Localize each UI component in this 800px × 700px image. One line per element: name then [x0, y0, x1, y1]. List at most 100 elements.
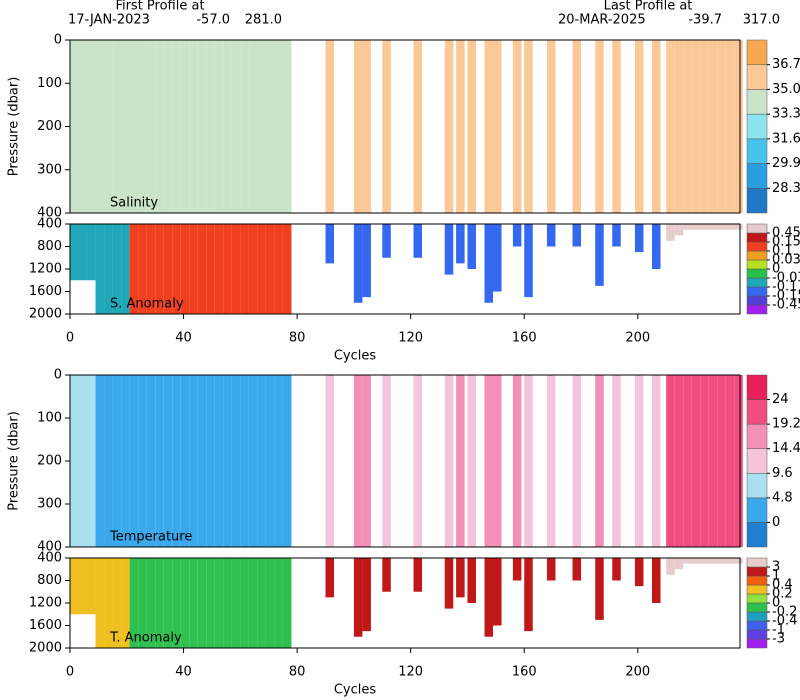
- profile-column: [353, 375, 363, 547]
- x-tick-label: 0: [66, 665, 74, 680]
- anomaly-column: [138, 558, 147, 648]
- anomaly-column: [612, 558, 621, 581]
- profile-column: [87, 40, 96, 213]
- x-tick-label: 200: [625, 665, 650, 680]
- anomaly-column: [382, 558, 391, 592]
- profile-column: [725, 375, 735, 547]
- profile-column: [717, 40, 726, 213]
- profile-column: [725, 40, 735, 213]
- profile-column: [248, 375, 258, 547]
- anomaly-column: [325, 558, 335, 598]
- colorbar-box: [746, 620, 768, 631]
- colorbar-label: -0.15: [772, 289, 800, 304]
- profile-column: [172, 375, 181, 547]
- profile-column: [257, 375, 266, 547]
- x-axis-label: Cycles: [334, 683, 377, 698]
- colorbar-box: [746, 448, 768, 474]
- y-tick-label: 2000: [29, 641, 62, 656]
- anomaly-column: [240, 558, 249, 648]
- profile-column: [138, 375, 147, 547]
- anomaly-column: [129, 558, 139, 648]
- profile-column: [353, 40, 363, 213]
- colorbar-box: [746, 629, 768, 640]
- profile-column: [95, 375, 105, 547]
- colorbar-label: 0.2: [772, 587, 793, 602]
- anomaly-column: [78, 558, 88, 615]
- y-axis-label: Pressure (dbar): [7, 411, 22, 511]
- anomaly-column: [595, 224, 604, 286]
- colorbar-box: [746, 39, 768, 65]
- anomaly-column: [572, 558, 582, 581]
- y-tick-label: 800: [37, 239, 62, 254]
- anomaly-column: [180, 224, 190, 314]
- profile-column: [231, 375, 241, 547]
- colorbar-box: [746, 113, 768, 140]
- colorbar-box: [746, 584, 768, 595]
- y-tick-label: 1200: [29, 596, 62, 611]
- y-tick-label: 1200: [29, 262, 62, 277]
- anomaly-column: [572, 224, 582, 247]
- profile-column: [572, 40, 582, 213]
- anomaly-column: [734, 558, 743, 564]
- profile-column: [572, 375, 582, 547]
- y-tick-label: 200: [37, 119, 62, 134]
- y-tick-label: 400: [37, 540, 62, 555]
- colorbar-label: 31.66: [772, 131, 800, 146]
- colorbar-label: 9.6: [772, 466, 793, 481]
- anomaly-column: [666, 224, 675, 241]
- anomaly-column: [78, 224, 88, 281]
- profile-column: [121, 40, 130, 213]
- profile-column: [683, 40, 692, 213]
- profile-column: [197, 40, 207, 213]
- profile-column: [240, 40, 249, 213]
- panel-label: S. Anomaly: [110, 297, 184, 312]
- anomaly-column: [248, 224, 258, 314]
- profile-column: [683, 375, 692, 547]
- profile-column: [512, 375, 522, 547]
- first-title: First Profile at: [115, 0, 204, 14]
- anomaly-column: [95, 224, 105, 314]
- y-tick-label: 100: [37, 411, 62, 426]
- anomaly-column: [189, 224, 198, 314]
- profile-column: [223, 40, 232, 213]
- y-tick-label: 400: [37, 551, 62, 566]
- anomaly-column: [223, 224, 232, 314]
- anomaly-column: [512, 224, 522, 247]
- colorbar-label: -0.4: [772, 614, 797, 629]
- anomaly-column: [138, 224, 147, 314]
- profile-column: [524, 375, 533, 547]
- profile-column: [155, 375, 164, 547]
- anomaly-column: [87, 224, 96, 281]
- anomaly-column: [717, 558, 726, 564]
- colorbar-label: 29.98: [772, 156, 800, 171]
- colorbar-box: [746, 575, 768, 586]
- colorbar-box: [746, 64, 768, 90]
- profile-column: [206, 375, 215, 547]
- colorbar-box: [746, 593, 768, 604]
- anomaly-column: [708, 224, 718, 230]
- profile-column: [121, 375, 130, 547]
- profile-column: [240, 375, 249, 547]
- anomaly-column: [353, 224, 363, 303]
- y-axis-label: Pressure (dbar): [7, 77, 22, 177]
- first-date: 17-JAN-2023: [68, 13, 150, 28]
- profile-column: [248, 40, 258, 213]
- profile-column: [651, 40, 661, 213]
- first-lon: 281.0: [245, 13, 282, 28]
- profile-column: [456, 40, 465, 213]
- profile-column: [282, 40, 292, 213]
- profile-column: [70, 40, 79, 213]
- profile-column: [197, 375, 207, 547]
- colorbar-label: 19.2: [772, 417, 800, 432]
- colorbar-box: [746, 259, 768, 270]
- anomaly-column: [104, 558, 113, 648]
- colorbar-box: [746, 423, 768, 449]
- x-tick-label: 160: [512, 331, 537, 346]
- anomaly-column: [651, 558, 661, 603]
- anomaly-column: [197, 224, 207, 314]
- y-tick-label: 300: [37, 497, 62, 512]
- anomaly-column: [172, 558, 181, 648]
- profile-column: [651, 375, 661, 547]
- anomaly-column: [155, 224, 164, 314]
- profile-column: [666, 40, 675, 213]
